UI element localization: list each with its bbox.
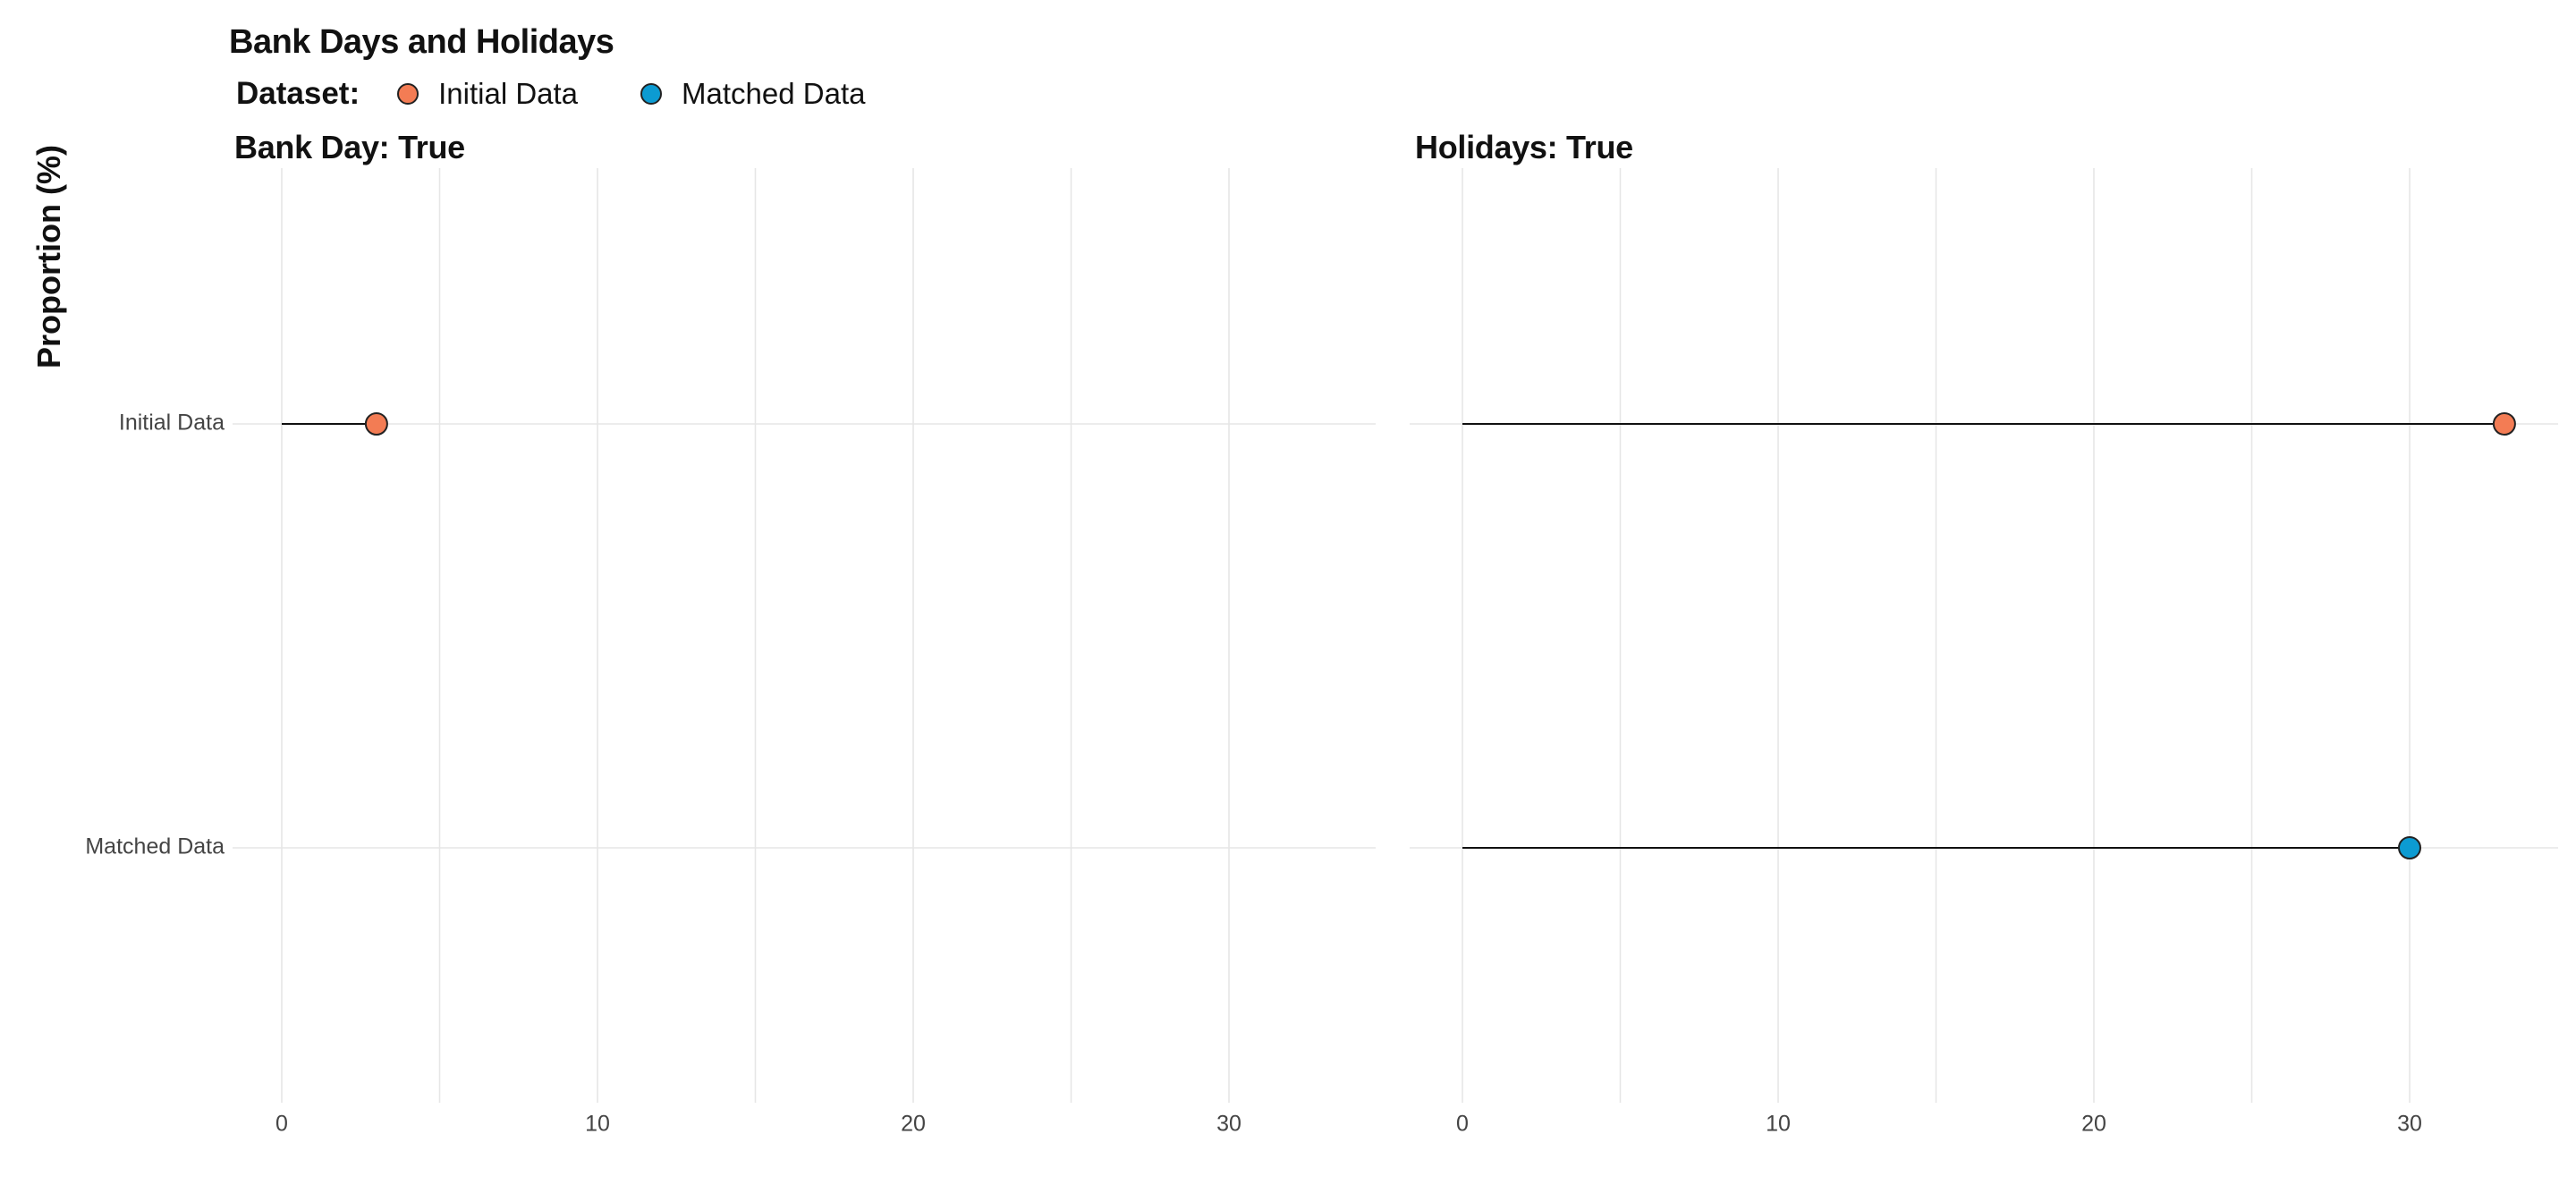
legend: Dataset: Initial Data Matched Data xyxy=(236,72,865,116)
y-tick-label: Matched Data xyxy=(85,834,225,859)
legend-key-matched-data xyxy=(640,83,663,105)
data-point-initial-data xyxy=(2492,412,2516,436)
x-tick-label: 20 xyxy=(901,1112,926,1137)
x-tick-label: 0 xyxy=(1456,1112,1469,1137)
legend-label-initial-data: Initial Data xyxy=(438,77,579,110)
facet-title-bank-day: Bank Day: True xyxy=(234,129,465,165)
legend-label-matched-data: Matched Data xyxy=(682,77,866,110)
x-tick-label: 0 xyxy=(275,1112,288,1137)
y-tick-label: Initial Data xyxy=(119,411,225,436)
chart-title: Bank Days and Holidays xyxy=(229,23,614,61)
x-tick-label: 10 xyxy=(1766,1112,1791,1137)
legend-title: Dataset: xyxy=(236,76,360,111)
data-point-initial-data xyxy=(364,412,388,436)
x-tick-label: 30 xyxy=(1216,1112,1241,1137)
x-tick-label: 30 xyxy=(2397,1112,2422,1137)
x-tick-label: 20 xyxy=(2081,1112,2106,1137)
data-point-matched-data xyxy=(2398,836,2421,859)
legend-key-initial-data xyxy=(397,83,419,105)
x-tick-label: 10 xyxy=(585,1112,610,1137)
facet-title-holidays: Holidays: True xyxy=(1415,129,1633,165)
